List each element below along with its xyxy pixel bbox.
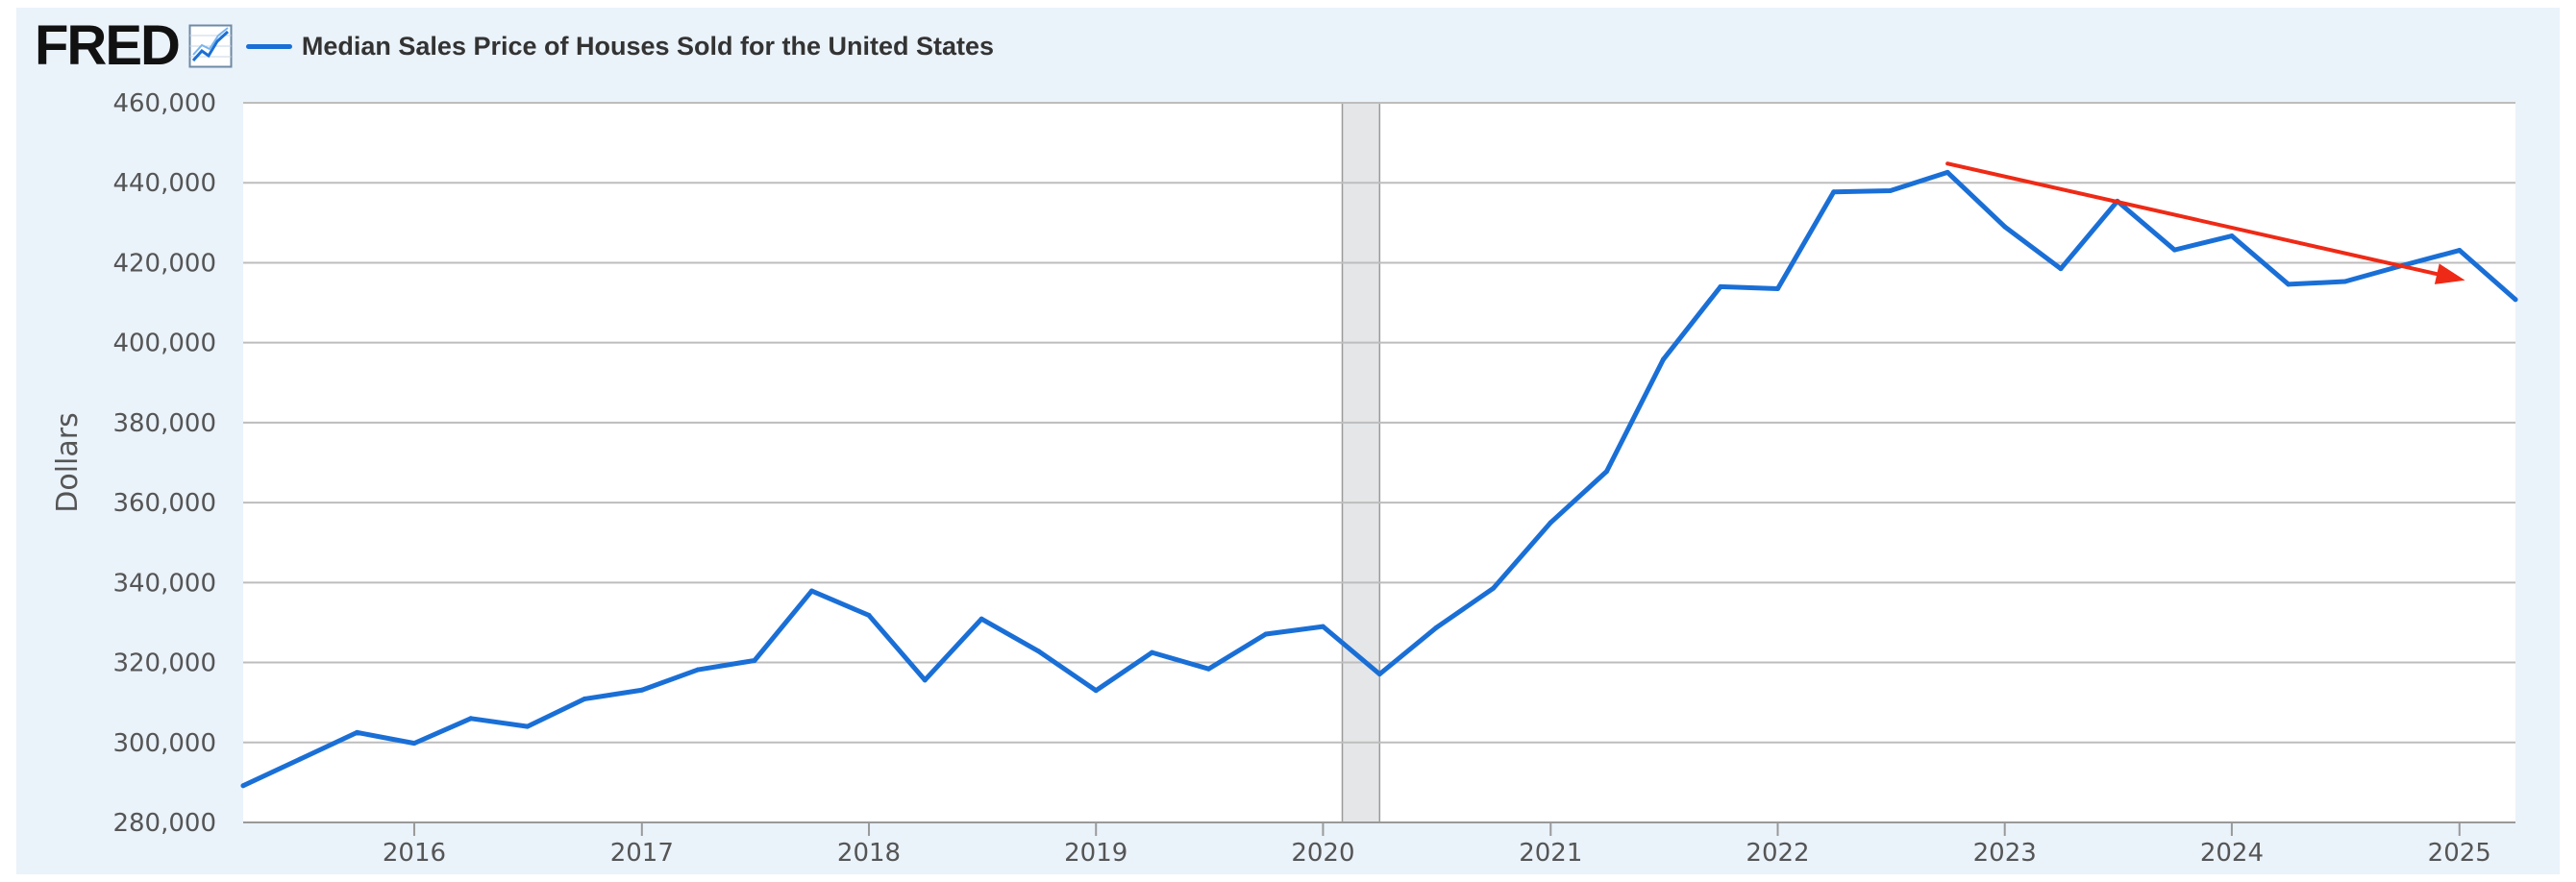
- data-point: [1718, 283, 1723, 289]
- x-tick-label: 2018: [837, 839, 901, 868]
- data-point: [240, 783, 246, 789]
- trend-arrow-head: [2434, 263, 2465, 284]
- data-point: [1433, 625, 1439, 630]
- y-axis-ticks: 280,000 300,000 320,000 340,000 360,000 380,0…: [112, 89, 216, 838]
- data-point: [1831, 189, 1837, 195]
- annotation-layer: [1945, 161, 2465, 284]
- data-point: [468, 716, 474, 722]
- x-tick-label: 2020: [1291, 839, 1354, 868]
- y-tick-label: 460,000: [112, 89, 216, 118]
- line-chart-icon: [188, 24, 233, 68]
- data-point: [1036, 649, 1042, 654]
- y-tick-label: 380,000: [112, 409, 216, 438]
- data-point: [922, 677, 928, 683]
- data-point: [1660, 356, 1666, 362]
- data-point: [2286, 282, 2291, 287]
- data-point: [1320, 624, 1325, 629]
- data-point: [1149, 649, 1154, 655]
- x-tick-label: 2022: [1746, 839, 1809, 868]
- recession-shading-layer: [1341, 102, 1381, 823]
- data-point: [2457, 248, 2463, 254]
- y-axis-title: Dollars: [51, 412, 85, 512]
- y-tick-label: 360,000: [112, 489, 216, 518]
- data-point: [808, 588, 814, 594]
- data-point: [1944, 169, 1950, 175]
- x-tick-label: 2016: [383, 839, 446, 868]
- x-axis-ticks: 2016 2017 2018 2019 2020 2021 2022 2023 2024 2025: [383, 822, 2491, 868]
- series-points: [240, 169, 2518, 789]
- data-point: [695, 667, 701, 673]
- data-point: [354, 729, 359, 735]
- data-point: [411, 741, 417, 747]
- y-tick-label: 320,000: [112, 649, 216, 678]
- data-point: [1888, 188, 1894, 194]
- y-tick-label: 420,000: [112, 249, 216, 278]
- y-tick-label: 440,000: [112, 169, 216, 198]
- x-tick-label: 2017: [610, 839, 674, 868]
- data-point: [1491, 585, 1497, 591]
- data-point: [2342, 279, 2348, 284]
- data-point: [2171, 247, 2177, 253]
- data-point: [1774, 285, 1780, 291]
- y-tick-label: 340,000: [112, 569, 216, 598]
- x-tick-label: 2023: [1973, 839, 2037, 868]
- y-tick-label: 400,000: [112, 330, 216, 358]
- data-point: [582, 696, 587, 701]
- data-point: [1604, 469, 1610, 475]
- data-point: [978, 616, 984, 622]
- fred-logo[interactable]: FRED: [35, 14, 181, 77]
- gridlines: [243, 102, 2515, 744]
- data-point: [1093, 688, 1099, 694]
- x-tick-label: 2024: [2200, 839, 2264, 868]
- data-point: [2002, 224, 2008, 230]
- data-point: [297, 756, 303, 762]
- data-point: [639, 687, 645, 693]
- y-tick-label: 300,000: [112, 729, 216, 758]
- legend-series-swatch: [245, 43, 292, 49]
- data-point: [866, 612, 872, 618]
- y-tick-label: 280,000: [112, 809, 216, 838]
- data-point: [2513, 297, 2518, 303]
- data-point: [1205, 666, 1211, 672]
- x-tick-label: 2019: [1064, 839, 1127, 868]
- chart-header: FRED Median Sales Price of Houses Sold f…: [35, 17, 994, 75]
- data-point: [2229, 233, 2235, 239]
- trend-arrow-shaft: [1945, 161, 2440, 277]
- data-point: [752, 657, 757, 663]
- x-tick-label: 2025: [2428, 839, 2491, 868]
- x-tick-label: 2021: [1519, 839, 1582, 868]
- data-point: [1263, 631, 1269, 637]
- data-point: [1548, 520, 1553, 526]
- data-point: [1376, 672, 1382, 677]
- data-point: [2058, 266, 2064, 272]
- legend-series-label: Median Sales Price of Houses Sold for th…: [301, 31, 995, 61]
- data-point: [525, 723, 531, 729]
- recession-band: [1341, 102, 1381, 823]
